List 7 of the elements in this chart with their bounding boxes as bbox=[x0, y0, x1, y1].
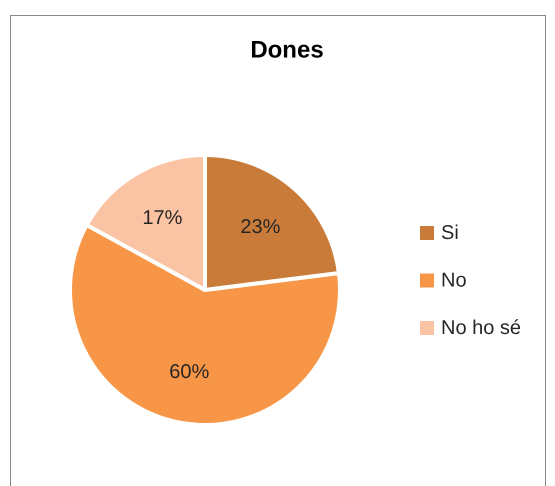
data-label: 60% bbox=[169, 361, 210, 384]
legend-label: No bbox=[441, 270, 467, 292]
legend-label: No ho sé bbox=[441, 317, 522, 339]
data-label: 17% bbox=[142, 206, 183, 229]
chart-title: Dones bbox=[250, 36, 324, 64]
legend-label: Si bbox=[441, 222, 459, 244]
data-label: 23% bbox=[240, 216, 281, 238]
